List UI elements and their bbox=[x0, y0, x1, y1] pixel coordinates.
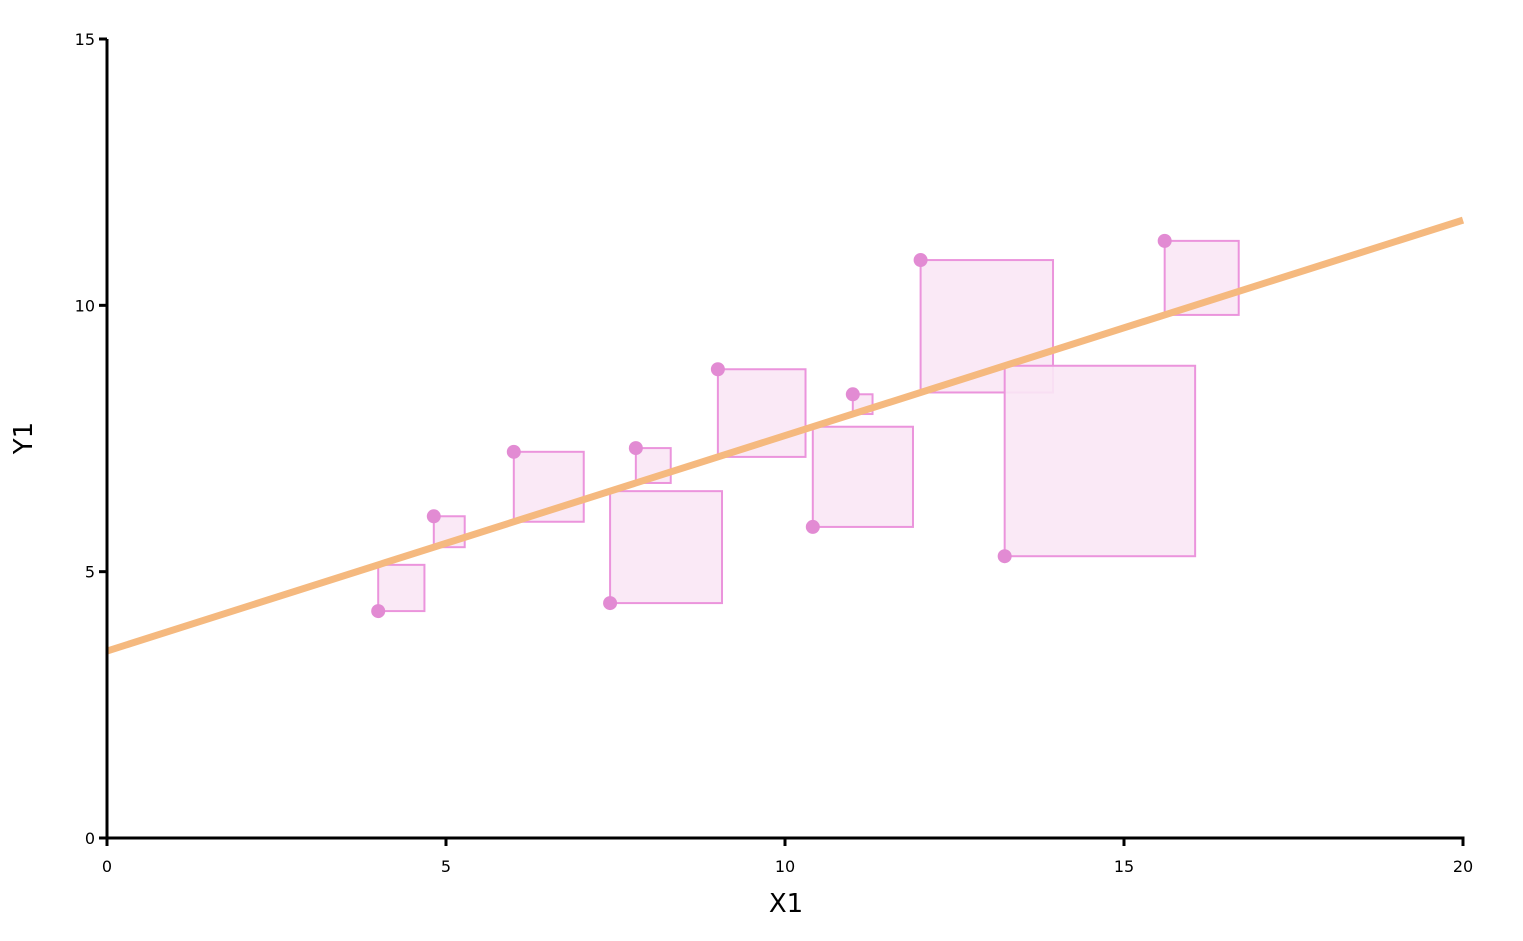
residual-square bbox=[609, 490, 724, 605]
point bbox=[997, 549, 1012, 564]
fit-line bbox=[105, 216, 1465, 655]
point bbox=[913, 253, 928, 268]
y-tick-label: 0 bbox=[85, 829, 95, 848]
point bbox=[628, 441, 643, 456]
point bbox=[805, 519, 820, 534]
x-axis-label: X1 bbox=[769, 889, 803, 919]
point bbox=[506, 444, 521, 459]
point bbox=[603, 596, 618, 611]
residual-square bbox=[811, 425, 914, 528]
residual-square bbox=[1003, 364, 1197, 558]
y-tick-label: 15 bbox=[75, 30, 95, 49]
point bbox=[371, 604, 386, 619]
y-axis-label: Y1 bbox=[9, 422, 39, 455]
x-tick-label: 10 bbox=[775, 857, 795, 876]
point bbox=[845, 387, 860, 402]
x-tick-label: 20 bbox=[1453, 857, 1473, 876]
point bbox=[710, 362, 725, 377]
residual-square bbox=[377, 563, 426, 613]
y-tick-label: 10 bbox=[75, 296, 95, 315]
x-tick-label: 15 bbox=[1114, 857, 1134, 876]
point bbox=[1157, 233, 1172, 248]
point bbox=[426, 509, 441, 524]
y-tick-label: 5 bbox=[85, 563, 95, 582]
x-tick-label: 5 bbox=[441, 857, 451, 876]
x-tick-label: 0 bbox=[102, 857, 112, 876]
